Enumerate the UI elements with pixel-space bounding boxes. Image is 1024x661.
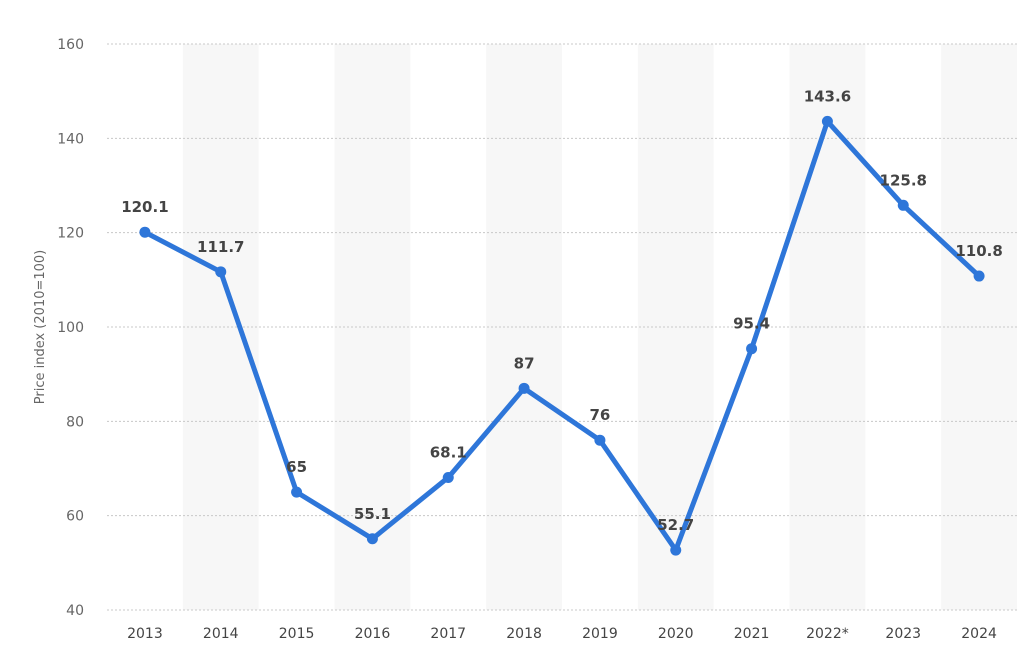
y-tick-label: 140 [57,131,84,147]
data-label: 110.8 [955,242,1002,260]
data-labels: 120.1 111.7 65 55.1 68.1 87 76 52.7 95.4 143.6 125… [121,87,1003,534]
x-tick-label: 2022* [806,626,849,642]
data-label: 120.1 [121,198,168,216]
data-point[interactable] [366,533,378,545]
data-point[interactable] [746,343,758,355]
data-label: 95.4 [733,315,770,333]
data-label: 52.7 [657,516,694,534]
x-tick-label: 2014 [203,626,239,642]
data-label: 111.7 [197,238,244,256]
series-line [142,118,982,553]
y-tick-label: 160 [57,37,84,53]
x-axis-ticks: 2013 2014 2015 2016 2017 2018 2019 2020 2021 2022… [127,626,997,642]
data-label: 68.1 [430,443,467,461]
data-point[interactable] [139,226,151,238]
y-tick-label: 40 [66,603,84,619]
x-tick-label: 2021 [734,626,770,642]
series-line-group [142,118,982,553]
x-tick-label: 2020 [658,626,694,642]
x-tick-label: 2023 [885,626,921,642]
y-tick-label: 120 [57,226,84,242]
data-point[interactable] [291,486,303,498]
data-label: 143.6 [804,87,851,105]
y-tick-label: 100 [57,320,84,336]
data-label: 55.1 [354,505,391,523]
data-point[interactable] [670,544,682,556]
y-tick-label: 60 [66,509,84,525]
data-point[interactable] [973,270,985,282]
data-point[interactable] [897,199,909,211]
data-label: 87 [514,354,535,372]
data-label: 76 [589,406,610,424]
y-axis-label: Price index (2010=100) [33,250,48,404]
x-tick-label: 2019 [582,626,618,642]
data-label: 125.8 [880,171,927,189]
data-point[interactable] [518,382,530,394]
data-points [139,115,985,556]
data-label: 65 [286,458,307,476]
data-point[interactable] [442,471,454,483]
x-tick-label: 2013 [127,626,163,642]
x-tick-label: 2017 [430,626,466,642]
y-axis-ticks: 40 60 80 100 120 140 160 [57,37,84,619]
x-tick-label: 2016 [355,626,391,642]
data-point[interactable] [594,434,606,446]
y-tick-label: 80 [66,414,84,430]
x-tick-label: 2018 [506,626,542,642]
x-tick-label: 2015 [279,626,315,642]
data-point[interactable] [215,266,227,278]
data-point[interactable] [821,115,833,127]
x-tick-label: 2024 [961,626,997,642]
